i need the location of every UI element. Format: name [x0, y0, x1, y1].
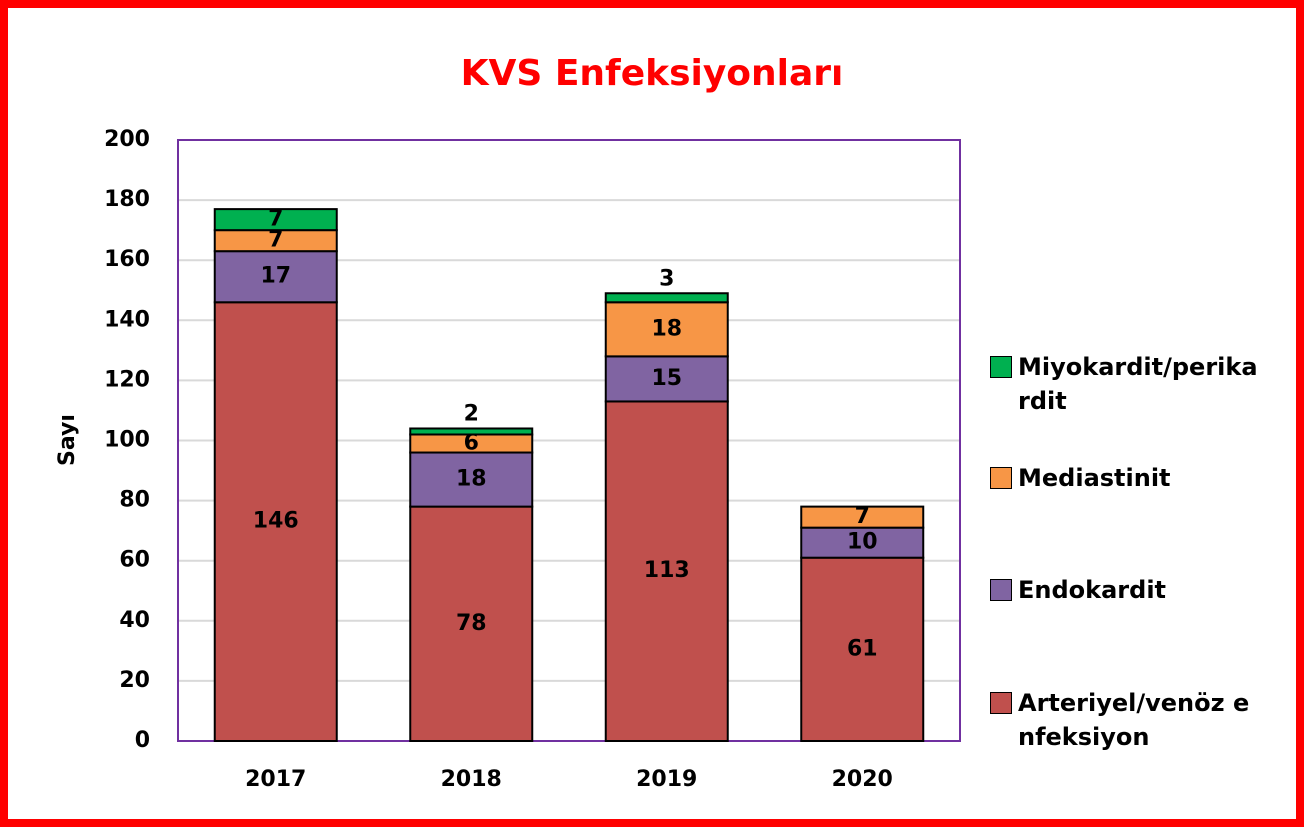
- data-label: 3: [659, 266, 674, 291]
- x-tick-label: 2018: [441, 767, 502, 792]
- legend-item: Endokardit: [990, 573, 1260, 607]
- data-label: 7: [268, 228, 283, 253]
- y-tick-label: 80: [119, 488, 150, 513]
- legend-swatch: [990, 579, 1012, 601]
- legend-label: Mediastinit: [1018, 464, 1171, 492]
- y-tick-label: 160: [104, 247, 150, 272]
- bar-segment: [800, 505, 925, 529]
- bar-segment: [409, 427, 534, 436]
- y-tick-label: 100: [104, 428, 150, 453]
- bar-segment: [604, 292, 729, 304]
- legend-item: Mediastinit: [990, 461, 1260, 495]
- data-label: 2: [464, 401, 479, 426]
- legend-item: Miyokardit/perikardit: [990, 350, 1260, 418]
- data-label: 18: [456, 467, 487, 492]
- chart-title: KVS Enfeksiyonları: [461, 53, 844, 94]
- data-label: 6: [464, 431, 479, 456]
- y-tick-label: 180: [104, 187, 150, 212]
- bar-segment: [213, 301, 338, 742]
- bar-segment: [604, 301, 729, 358]
- data-label: 18: [651, 316, 682, 341]
- x-tick-label: 2020: [832, 767, 893, 792]
- y-tick-label: 40: [119, 608, 150, 633]
- y-tick-label: 140: [104, 307, 150, 332]
- data-label: 7: [268, 207, 283, 232]
- bar-segment: [604, 400, 729, 742]
- x-tick-label: 2017: [245, 767, 306, 792]
- y-tick-label: 0: [135, 728, 150, 753]
- legend-label: Endokardit: [1018, 576, 1167, 604]
- legend-label: Miyokardit/perikardit: [1018, 353, 1258, 415]
- data-label: 146: [253, 509, 299, 534]
- y-tick-label: 200: [104, 127, 150, 152]
- legend-swatch: [990, 692, 1012, 714]
- y-tick-label: 20: [119, 668, 150, 693]
- legend-item: Arteriyel/venöz enfeksiyon: [990, 686, 1260, 754]
- data-label: 15: [651, 366, 682, 391]
- data-label: 113: [644, 558, 690, 583]
- data-label: 78: [456, 611, 487, 636]
- bar-segment: [213, 250, 338, 304]
- y-tick-label: 60: [119, 548, 150, 573]
- x-tick-label: 2019: [636, 767, 697, 792]
- legend-swatch: [990, 467, 1012, 489]
- bar-segment: [409, 505, 534, 742]
- data-label: 7: [855, 504, 870, 529]
- plot-border: [177, 139, 961, 742]
- data-label: 61: [847, 636, 878, 661]
- legend-swatch: [990, 356, 1012, 378]
- bar-segment: [213, 208, 338, 232]
- data-label: 10: [847, 530, 878, 555]
- data-label: 17: [260, 264, 291, 289]
- legend-label: Arteriyel/venöz enfeksiyon: [1018, 689, 1250, 751]
- y-axis-label: Sayı: [55, 414, 80, 466]
- y-tick-label: 120: [104, 367, 150, 392]
